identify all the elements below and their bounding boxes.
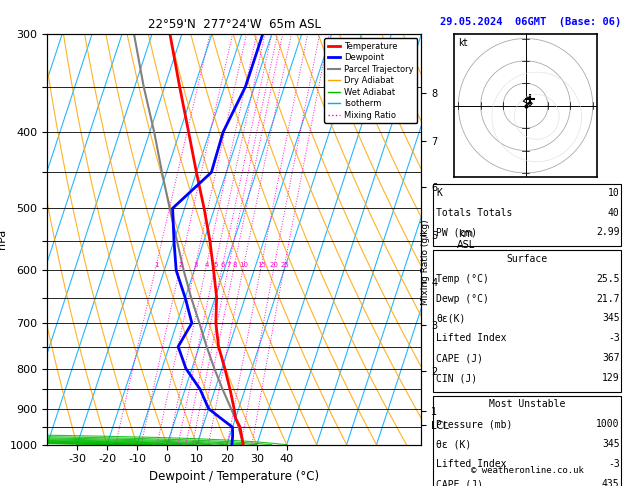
Text: 21.7: 21.7 bbox=[596, 294, 620, 304]
Text: Lifted Index: Lifted Index bbox=[436, 459, 506, 469]
Text: Mixing Ratio (g/kg): Mixing Ratio (g/kg) bbox=[421, 220, 430, 305]
Text: Lifted Index: Lifted Index bbox=[436, 333, 506, 344]
Text: Most Unstable: Most Unstable bbox=[489, 399, 565, 410]
Text: θε(K): θε(K) bbox=[436, 313, 465, 324]
Text: 6: 6 bbox=[220, 262, 225, 268]
Text: 5: 5 bbox=[213, 262, 218, 268]
Text: PW (cm): PW (cm) bbox=[436, 227, 477, 238]
Y-axis label: hPa: hPa bbox=[0, 229, 7, 249]
Text: 367: 367 bbox=[602, 353, 620, 364]
Text: 129: 129 bbox=[602, 373, 620, 383]
Text: Pressure (mb): Pressure (mb) bbox=[436, 419, 512, 430]
Text: -3: -3 bbox=[608, 459, 620, 469]
Text: 345: 345 bbox=[602, 313, 620, 324]
Text: 2.99: 2.99 bbox=[596, 227, 620, 238]
Text: 435: 435 bbox=[602, 479, 620, 486]
X-axis label: Dewpoint / Temperature (°C): Dewpoint / Temperature (°C) bbox=[149, 470, 320, 483]
Text: 2: 2 bbox=[179, 262, 183, 268]
Text: 10: 10 bbox=[608, 188, 620, 198]
Text: Totals Totals: Totals Totals bbox=[436, 208, 512, 218]
Text: 7: 7 bbox=[226, 262, 231, 268]
Y-axis label: km
ASL: km ASL bbox=[457, 228, 475, 250]
Text: CAPE (J): CAPE (J) bbox=[436, 479, 483, 486]
Text: 15: 15 bbox=[257, 262, 266, 268]
Text: Temp (°C): Temp (°C) bbox=[436, 274, 489, 284]
Legend: Temperature, Dewpoint, Parcel Trajectory, Dry Adiabat, Wet Adiabat, Isotherm, Mi: Temperature, Dewpoint, Parcel Trajectory… bbox=[325, 38, 417, 123]
Text: Dewp (°C): Dewp (°C) bbox=[436, 294, 489, 304]
Text: 25.5: 25.5 bbox=[596, 274, 620, 284]
Text: 40: 40 bbox=[608, 208, 620, 218]
Text: 20: 20 bbox=[270, 262, 279, 268]
Text: CAPE (J): CAPE (J) bbox=[436, 353, 483, 364]
Text: K: K bbox=[436, 188, 442, 198]
Text: θε (K): θε (K) bbox=[436, 439, 471, 450]
Text: CIN (J): CIN (J) bbox=[436, 373, 477, 383]
Text: Surface: Surface bbox=[506, 254, 548, 264]
Title: 22°59'N  277°24'W  65m ASL: 22°59'N 277°24'W 65m ASL bbox=[148, 18, 321, 32]
Text: 1000: 1000 bbox=[596, 419, 620, 430]
Text: 4: 4 bbox=[204, 262, 209, 268]
Text: 8: 8 bbox=[232, 262, 237, 268]
Text: kt: kt bbox=[458, 38, 467, 48]
Text: 3: 3 bbox=[193, 262, 198, 268]
Text: 29.05.2024  06GMT  (Base: 06): 29.05.2024 06GMT (Base: 06) bbox=[440, 17, 621, 27]
Text: 345: 345 bbox=[602, 439, 620, 450]
Text: © weatheronline.co.uk: © weatheronline.co.uk bbox=[470, 466, 584, 475]
Text: 1: 1 bbox=[154, 262, 159, 268]
Text: -3: -3 bbox=[608, 333, 620, 344]
Text: 10: 10 bbox=[240, 262, 248, 268]
Text: 25: 25 bbox=[281, 262, 289, 268]
